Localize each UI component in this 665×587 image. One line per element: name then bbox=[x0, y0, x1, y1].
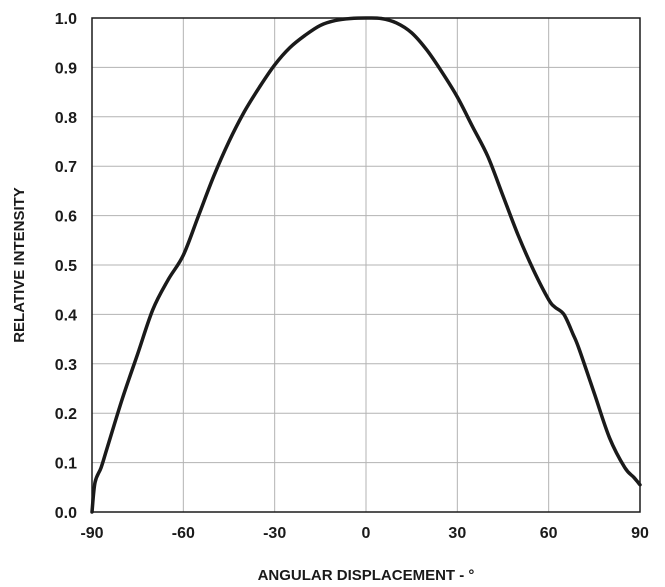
x-tick-label: 60 bbox=[540, 525, 558, 542]
y-tick-labels: 0.0 0.1 0.2 0.3 0.4 0.5 0.6 0.7 0.8 0.9 1.0 bbox=[55, 11, 77, 522]
y-tick-label: 0.0 bbox=[55, 505, 77, 522]
grid-lines bbox=[91, 17, 641, 513]
x-tick-label: -60 bbox=[172, 525, 195, 542]
y-tick-label: 0.8 bbox=[55, 110, 77, 127]
y-tick-label: 0.5 bbox=[55, 258, 77, 275]
y-tick-label: 0.3 bbox=[55, 357, 77, 374]
x-tick-label: 30 bbox=[448, 525, 466, 542]
y-tick-label: 0.9 bbox=[55, 60, 77, 77]
y-tick-label: 0.4 bbox=[55, 307, 77, 324]
x-tick-label: 0 bbox=[362, 525, 371, 542]
x-tick-label: 90 bbox=[631, 525, 649, 542]
intensity-curve bbox=[90, 16, 642, 514]
y-tick-label: 0.2 bbox=[55, 406, 77, 423]
y-axis-title: RELATIVE INTENSITY bbox=[11, 187, 28, 343]
y-tick-label: 0.7 bbox=[55, 159, 77, 176]
y-tick-label: 0.6 bbox=[55, 209, 77, 226]
series-group bbox=[90, 16, 642, 514]
y-tick-label: 0.1 bbox=[55, 456, 77, 473]
x-tick-label: -30 bbox=[263, 525, 286, 542]
x-tick-labels: -90 -60 -30 0 30 60 90 bbox=[80, 525, 649, 542]
x-tick-label: -90 bbox=[80, 525, 103, 542]
x-axis-title: ANGULAR DISPLACEMENT - ° bbox=[258, 567, 475, 584]
y-tick-label: 1.0 bbox=[55, 11, 77, 28]
